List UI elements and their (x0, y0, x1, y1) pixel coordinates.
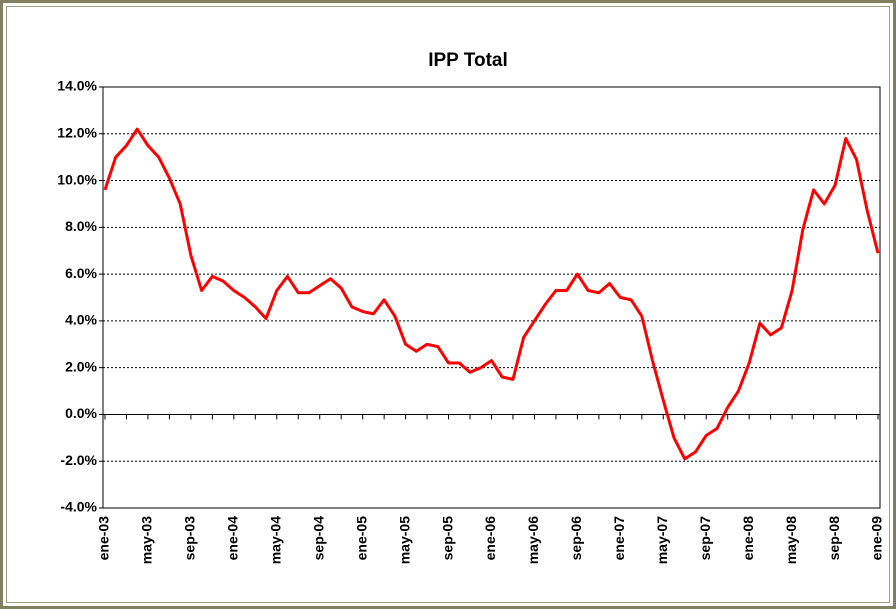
y-tick-label: 14.0% (57, 78, 97, 94)
chart-frame-inner (6, 6, 890, 603)
x-tick-label: may-06 (525, 516, 541, 564)
x-tick-label: ene-09 (869, 516, 885, 561)
x-tick-label: ene-05 (353, 516, 369, 561)
x-tick-label: sep-05 (439, 516, 455, 561)
y-tick-label: 6.0% (65, 265, 97, 281)
x-tick-label: ene-03 (96, 516, 112, 561)
x-tick-label: sep-03 (182, 516, 198, 561)
y-tick-label: 12.0% (57, 124, 97, 140)
x-tick-label: sep-07 (697, 516, 713, 561)
x-tick-label: ene-08 (740, 516, 756, 561)
y-tick-label: 0.0% (65, 405, 97, 421)
y-tick-label: -4.0% (60, 499, 97, 515)
x-tick-label: may-07 (654, 516, 670, 564)
y-tick-label: 2.0% (65, 358, 97, 374)
x-tick-label: ene-06 (482, 516, 498, 561)
x-tick-label: may-08 (783, 516, 799, 564)
y-tick-label: 4.0% (65, 312, 97, 328)
x-tick-label: ene-07 (611, 516, 627, 561)
x-tick-label: sep-08 (826, 516, 842, 561)
x-tick-label: may-04 (267, 516, 283, 564)
x-tick-label: may-05 (396, 516, 412, 564)
plot-area (102, 86, 881, 509)
x-tick-label: sep-06 (568, 516, 584, 561)
x-tick-label: may-03 (139, 516, 155, 564)
y-tick-label: 10.0% (57, 171, 97, 187)
x-tick-label: ene-04 (225, 516, 241, 561)
line-series (103, 127, 880, 461)
chart-title: IPP Total (428, 50, 508, 71)
y-tick-label: 8.0% (65, 218, 97, 234)
y-tick-label: -2.0% (60, 452, 97, 468)
x-tick-label: sep-04 (310, 516, 326, 561)
